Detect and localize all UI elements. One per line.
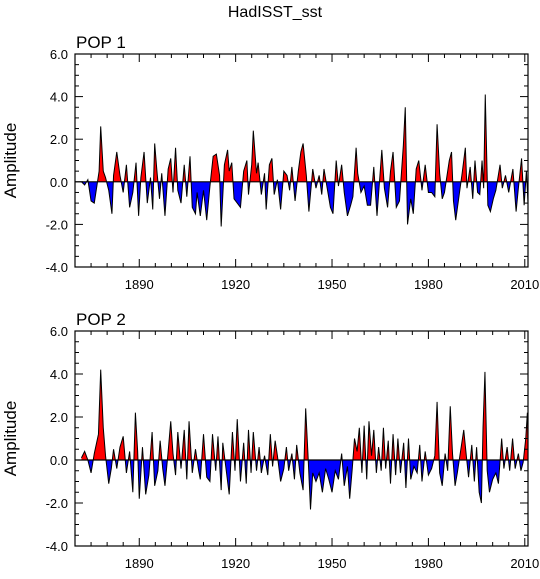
y-tick-label: 4.0 xyxy=(50,367,68,382)
positive-area xyxy=(297,143,307,182)
positive-area xyxy=(379,149,384,182)
x-tick-label: 2010 xyxy=(510,277,539,292)
x-tick-label: 1980 xyxy=(414,556,443,571)
y-tick-label: -4.0 xyxy=(46,539,68,554)
y-tick-label: -2.0 xyxy=(46,496,68,511)
negative-area xyxy=(277,181,283,210)
y-tick-label: 6.0 xyxy=(50,47,68,62)
negative-area xyxy=(326,181,335,214)
y-tick-label: 6.0 xyxy=(50,324,68,339)
y-axis-label: Amplitude xyxy=(1,401,20,477)
negative-area xyxy=(374,181,380,216)
amplitude-fills xyxy=(81,94,528,227)
x-tick-label: 1950 xyxy=(318,277,347,292)
negative-area xyxy=(477,460,483,503)
positive-area xyxy=(140,151,146,182)
positive-area xyxy=(433,401,440,460)
negative-area xyxy=(406,181,416,225)
negative-area xyxy=(143,460,151,495)
y-axis-label: Amplitude xyxy=(1,123,20,199)
y-tick-label: 2.0 xyxy=(50,132,68,147)
amplitude-series-line xyxy=(80,369,529,510)
negative-area xyxy=(306,181,312,212)
y-tick-label: -4.0 xyxy=(46,260,68,275)
negative-area xyxy=(87,460,94,473)
panel-label: POP 2 xyxy=(76,310,126,329)
negative-area xyxy=(277,460,285,482)
negative-area xyxy=(343,181,354,216)
positive-area xyxy=(273,440,278,460)
x-tick-label: 2010 xyxy=(510,556,539,571)
y-tick-label: 0.0 xyxy=(50,175,68,190)
positive-area xyxy=(81,451,88,460)
positive-area xyxy=(242,160,248,182)
positive-area xyxy=(389,151,395,182)
positive-area xyxy=(415,160,422,182)
x-tick-label: 1950 xyxy=(318,556,347,571)
negative-area xyxy=(308,460,341,510)
positive-area xyxy=(113,151,122,182)
positive-area xyxy=(482,371,487,460)
positive-area xyxy=(133,412,138,460)
positive-area xyxy=(446,151,453,182)
x-tick-label: 1890 xyxy=(125,556,154,571)
x-tick-label: 1920 xyxy=(221,277,250,292)
negative-area xyxy=(106,460,113,484)
y-tick-label: 0.0 xyxy=(50,453,68,468)
y-tick-label: 4.0 xyxy=(50,90,68,105)
y-tick-label: -2.0 xyxy=(46,217,68,232)
plot-frame xyxy=(74,330,529,547)
positive-area xyxy=(282,171,289,182)
panel-pop1: 1890 1920 1950 1980 2010 -4.0 -2.0 0.0 2.0 4.0 6.0… xyxy=(1,33,539,292)
x-tick-label: 1980 xyxy=(414,277,443,292)
positive-area xyxy=(167,421,174,460)
negative-area xyxy=(439,460,445,486)
negative-area xyxy=(519,460,524,471)
negative-area xyxy=(88,181,98,204)
negative-area xyxy=(162,181,168,216)
figure-title: HadISST_sst xyxy=(228,4,323,21)
panel-label: POP 1 xyxy=(76,33,126,52)
negative-area xyxy=(427,181,436,197)
negative-area xyxy=(232,181,243,208)
negative-area xyxy=(191,181,211,221)
positive-area xyxy=(223,149,233,182)
negative-area xyxy=(161,460,168,486)
negative-area xyxy=(298,460,305,491)
positive-area xyxy=(459,429,467,460)
panel-pop2: 1890 1920 1950 1980 2010 -4.0 -2.0 0.0 2.0 4.0 6.0… xyxy=(1,310,539,571)
negative-area xyxy=(513,181,520,212)
amplitude-series-line xyxy=(81,94,529,227)
negative-area xyxy=(383,181,390,208)
y-tick-label: 2.0 xyxy=(50,410,68,425)
x-tick-label: 1920 xyxy=(221,556,250,571)
positive-area xyxy=(352,427,362,460)
negative-area xyxy=(486,460,501,493)
negative-area xyxy=(487,181,498,212)
positive-area xyxy=(353,147,360,182)
x-tick-label: 1890 xyxy=(125,277,154,292)
